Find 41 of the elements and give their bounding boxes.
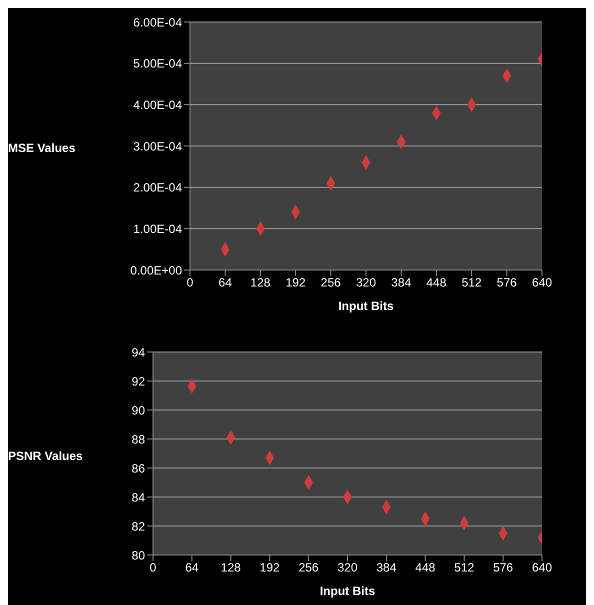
- y-tick-label: 4.00E-04: [133, 98, 182, 112]
- x-tick-label: 192: [260, 560, 280, 575]
- x-tick-label: 0: [150, 560, 157, 575]
- x-tick-label: 256: [298, 560, 319, 575]
- x-tick-label: 64: [185, 560, 199, 575]
- y-tick-label: 94: [132, 345, 146, 360]
- x-tick-label: 512: [454, 560, 475, 575]
- y-axis-title: MSE Values: [8, 141, 76, 155]
- x-tick-label: 0: [186, 276, 194, 290]
- y-tick-label: 92: [132, 374, 146, 388]
- x-tick-label: 192: [286, 276, 306, 290]
- x-tick-label: 448: [426, 276, 447, 290]
- x-tick-label: 256: [320, 276, 342, 290]
- x-tick-label: 640: [532, 560, 552, 575]
- x-tick-label: 640: [532, 276, 552, 290]
- x-tick-label: 576: [493, 560, 514, 575]
- y-tick-label: 1.00E-04: [133, 222, 182, 236]
- x-axis-title: Input Bits: [338, 299, 394, 313]
- x-tick-label: 384: [391, 276, 412, 290]
- x-tick-label: 128: [220, 560, 242, 575]
- y-tick-label: 80: [132, 548, 146, 562]
- x-tick-label: 320: [337, 560, 358, 575]
- x-tick-label: 384: [376, 560, 397, 575]
- y-tick-label: 90: [132, 403, 146, 418]
- x-tick-label: 512: [462, 276, 482, 290]
- y-tick-label: 3.00E-04: [133, 139, 182, 154]
- x-tick-label: 128: [250, 276, 271, 290]
- x-tick-label: 64: [218, 276, 232, 290]
- y-tick-label: 6.00E-04: [133, 15, 182, 30]
- y-tick-label: 86: [132, 461, 146, 476]
- x-axis-title: Input Bits: [320, 584, 376, 598]
- y-tick-label: 88: [132, 432, 146, 446]
- y-tick-label: 0.00E+00: [130, 263, 182, 278]
- y-tick-label: 5.00E-04: [133, 56, 182, 71]
- x-tick-label: 320: [356, 276, 376, 290]
- x-tick-label: 448: [415, 560, 436, 575]
- y-tick-label: 84: [132, 490, 146, 504]
- y-axis-title: PSNR Values: [8, 448, 83, 462]
- y-tick-label: 82: [132, 519, 146, 534]
- x-tick-label: 576: [496, 276, 518, 290]
- y-tick-label: 2.00E-04: [133, 180, 182, 195]
